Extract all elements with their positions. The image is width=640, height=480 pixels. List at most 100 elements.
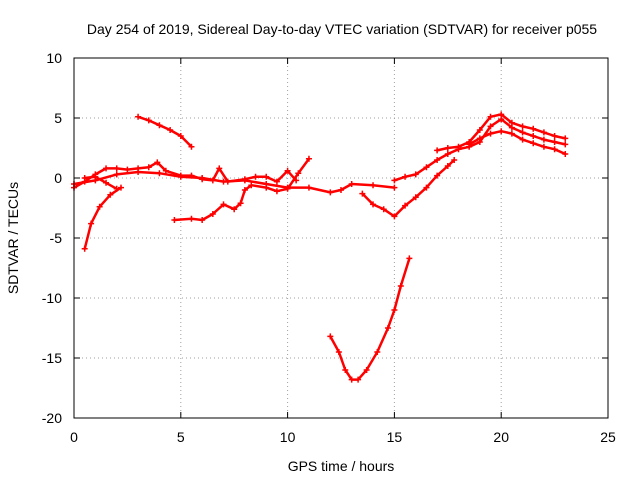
data-point [263, 184, 270, 191]
x-tick-label: 10 [280, 429, 296, 445]
data-point [145, 117, 152, 124]
data-point [92, 173, 99, 180]
y-tick-label: -10 [42, 290, 62, 306]
data-point [444, 145, 451, 151]
data-point [348, 376, 355, 383]
data-point [487, 130, 494, 137]
data-point [241, 177, 248, 184]
data-point [434, 147, 441, 154]
data-point [156, 122, 163, 129]
data-point [177, 173, 184, 180]
data-point [444, 163, 451, 169]
data-point [284, 167, 291, 174]
data-point [107, 191, 114, 198]
data-point [530, 125, 537, 132]
data-point [519, 123, 526, 130]
data-point [391, 213, 398, 220]
data-point [508, 119, 515, 126]
data-point [508, 130, 515, 137]
data-point [562, 135, 569, 142]
data-point [391, 184, 398, 191]
data-point [487, 123, 494, 130]
data-point [241, 187, 248, 193]
data-point [305, 184, 312, 191]
data-point [391, 177, 398, 184]
data-point [498, 111, 505, 118]
y-tick-label: 10 [46, 50, 62, 66]
data-point [540, 136, 547, 143]
data-point [171, 217, 178, 223]
series-line [467, 129, 567, 156]
series-line [72, 170, 396, 194]
data-point [487, 113, 494, 120]
data-point [466, 141, 473, 148]
data-point [113, 185, 120, 192]
series-line [72, 161, 298, 189]
data-point [162, 167, 169, 174]
data-point [295, 170, 302, 177]
data-point [154, 159, 161, 166]
data-point [342, 367, 349, 373]
data-point [374, 349, 381, 355]
data-point [540, 129, 547, 136]
data-point [498, 128, 505, 135]
data-point [406, 255, 413, 262]
series-arc-g [327, 255, 413, 383]
plot-series [71, 111, 569, 383]
y-tick-label: -5 [50, 230, 63, 246]
data-point [476, 127, 483, 133]
series-arc-d [81, 173, 120, 192]
data-point [113, 171, 120, 178]
data-point [359, 190, 366, 197]
chart-title: Day 254 of 2019, Sidereal Day-to-day VTE… [87, 21, 597, 37]
data-point [562, 141, 569, 148]
data-point [551, 139, 558, 145]
data-point [177, 133, 184, 139]
data-point [355, 376, 362, 383]
data-point [451, 157, 458, 163]
data-point [327, 189, 334, 196]
data-point [444, 151, 451, 157]
data-point [145, 164, 152, 171]
data-point [551, 133, 558, 139]
series-arc-i [391, 116, 569, 184]
data-point [363, 367, 370, 373]
data-point [519, 136, 526, 143]
data-point [135, 113, 142, 120]
data-point [402, 202, 409, 209]
data-point [391, 307, 398, 313]
series-arc-e [135, 113, 195, 150]
series-arc-k [466, 128, 569, 157]
data-point [81, 245, 88, 252]
data-point [551, 146, 558, 153]
data-point [188, 143, 195, 150]
data-point [248, 182, 255, 189]
y-tick-label: 5 [54, 110, 62, 126]
series-line [83, 186, 123, 251]
data-point [273, 188, 280, 195]
y-tick-label: 0 [54, 170, 62, 186]
x-axis-label: GPS time / hours [288, 458, 395, 474]
series-arc-j [434, 111, 569, 154]
data-point [338, 187, 344, 193]
x-tick-label: 0 [70, 429, 78, 445]
data-point [199, 175, 206, 181]
data-point [434, 172, 441, 179]
series-arc-c [81, 184, 124, 252]
data-point [88, 220, 95, 227]
data-point [530, 133, 537, 139]
data-point [370, 182, 377, 189]
data-point [423, 184, 430, 191]
data-point [284, 185, 291, 192]
data-point [519, 129, 526, 136]
data-point [412, 194, 419, 201]
series-arc-b [71, 169, 398, 196]
data-point [397, 283, 404, 289]
data-point [370, 201, 377, 208]
data-point [167, 127, 174, 133]
series-line [361, 158, 456, 218]
data-point [305, 155, 312, 162]
data-point [412, 171, 419, 178]
x-tick-label: 5 [177, 429, 185, 445]
